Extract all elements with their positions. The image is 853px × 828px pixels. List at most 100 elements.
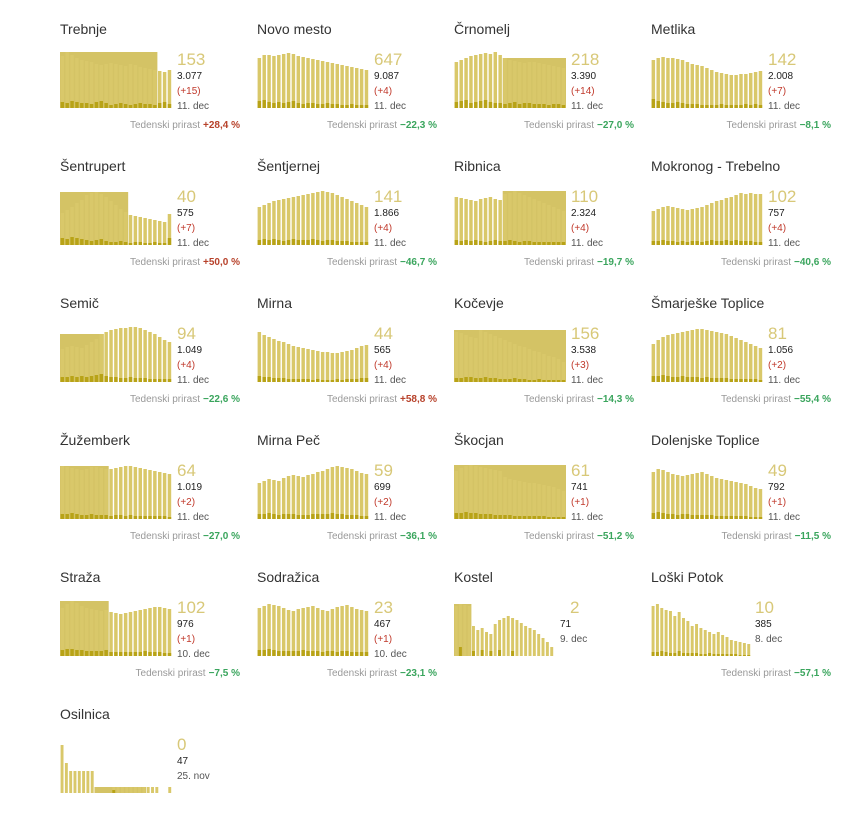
bar-new-cases [655,652,659,656]
bar-active-cases [114,205,118,245]
bar-new-cases [503,104,507,108]
bar-new-cases [488,241,493,245]
bar-active-cases [94,339,99,382]
bar-active-cases [700,207,704,245]
bar-active-cases [119,467,123,519]
bar-active-cases [272,56,276,108]
bar-new-cases [167,517,172,519]
bar-new-cases [532,104,536,108]
bar-new-cases [695,515,699,519]
bar-new-cases [680,241,685,245]
bar-active-cases [464,58,468,108]
bar-new-cases [661,240,665,245]
bar-new-cases [483,377,488,382]
bar-new-cases [710,240,714,245]
bar-new-cases [281,514,286,519]
bar-new-cases [286,240,291,245]
bar-new-cases [719,104,724,108]
bar-new-cases [114,652,118,656]
highlight-band [60,52,158,108]
bar-new-cases [508,379,512,382]
bar-new-cases [517,242,522,245]
municipality-panel: Mokronog - Trebelno 102 757 (+4) 11. dec Tede… [651,155,831,280]
last-update-date: 11. dec [177,238,210,249]
bar-active-cases [513,480,517,519]
bar-new-cases [719,516,724,519]
bar-new-cases [340,241,344,245]
bar-new-cases [262,514,266,519]
bar-new-cases [498,103,502,108]
municipality-panel: Sodražica 23 467 (+1) 10. dec Tedenski priras… [257,566,437,691]
weekly-growth-value: −36,1 % [400,531,437,542]
bar-new-cases [542,516,546,519]
weekly-growth-value: −51,2 % [597,531,634,542]
bar-active-cases [675,208,680,245]
weekly-growth: Tedenski prirast −51,2 % [454,531,634,542]
bar-active-cases [286,476,291,519]
bar-new-cases [65,514,69,519]
bar-active-cases [345,351,349,382]
bar-active-cases [524,626,528,656]
bar-active-cases [677,612,681,656]
bar-new-cases [660,651,664,656]
highlight-band [94,787,147,793]
bar-new-cases [464,240,468,245]
bar-active-cases [99,65,104,108]
bar-new-cases [661,102,665,108]
active-cases-value: 141 [374,187,403,206]
bar-new-cases [153,105,157,108]
municipality-panel: Straža 102 976 (+1) 10. dec Tedenski prirast −… [60,566,240,691]
bar-new-cases [75,238,79,245]
bar-active-cases [561,211,566,245]
bar-new-cases [330,380,335,382]
bar-new-cases [123,104,128,108]
bar-new-cases [503,515,507,519]
bar-new-cases [128,652,133,656]
weekly-growth-value: −22,6 % [203,394,240,405]
bar-new-cases [143,378,147,382]
bar-active-cases [153,334,157,382]
bar-active-cases [364,207,369,245]
bar-active-cases [262,205,266,245]
bar-new-cases [65,649,69,656]
weekly-growth: Tedenski prirast −19,7 % [454,257,634,268]
bar-new-cases [724,378,729,382]
bar-active-cases [547,486,551,519]
active-cases-value: 94 [177,324,196,343]
bar-active-cases [671,474,675,519]
bar-active-cases [104,332,108,382]
bar-new-cases [537,104,541,108]
bar-new-cases [739,241,743,245]
new-cases-value: (+1) [177,634,196,645]
active-cases-value: 156 [571,324,600,343]
bar-active-cases [143,330,147,382]
bar-active-cases [138,67,142,108]
bar-active-cases [301,477,305,519]
bar-active-cases [532,351,536,382]
bar-active-cases [340,467,344,519]
municipality-panel: Črnomelj 218 3.390 (+14) 11. dec Tedenski pri… [454,18,634,143]
weekly-growth-value: −19,7 % [597,257,634,268]
bar-new-cases [359,105,364,108]
bar-new-cases [729,379,733,382]
bar-new-cases [705,515,709,519]
bar-active-cases [325,611,330,656]
bar-new-cases [89,104,94,108]
bar-new-cases [666,514,670,519]
bar-new-cases [661,375,665,382]
bar-active-cases [138,217,142,245]
bar-new-cases [705,377,709,382]
total-cases-value: 3.077 [177,71,203,82]
weekly-growth: Tedenski prirast −27,0 % [454,120,634,131]
bar-active-cases [493,624,497,656]
total-cases-value: 741 [571,482,588,493]
bar-active-cases [142,787,146,793]
bar-new-cases [99,101,104,108]
bar-new-cases [547,242,551,245]
bar-active-cases [335,353,339,382]
last-update-date: 11. dec [177,101,210,112]
bar-active-cases [143,469,147,519]
bar-active-cases [133,787,137,793]
bar-active-cases [335,64,339,108]
bar-active-cases [556,359,561,382]
